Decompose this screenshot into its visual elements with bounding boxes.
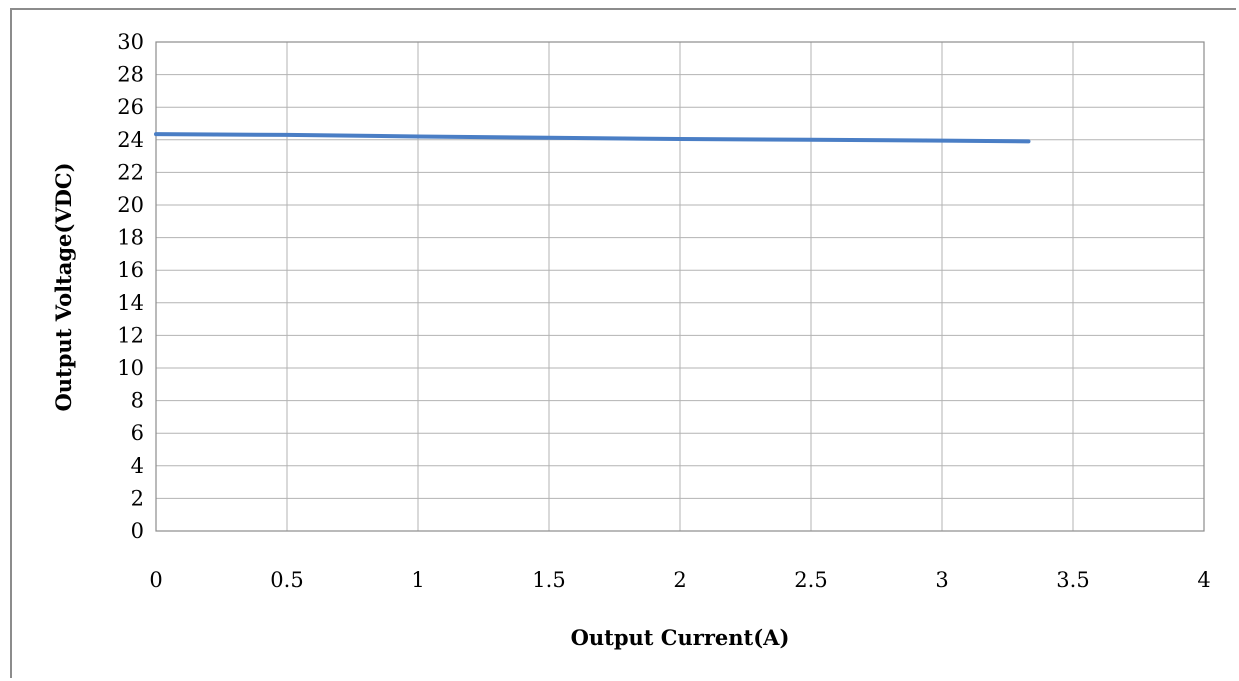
x-tick-label: 1.5 [532,568,565,592]
y-axis-title: Output Voltage(VDC) [51,162,76,411]
x-tick-label: 0 [149,568,162,592]
y-tick-label: 10 [117,356,144,380]
series-layer [154,132,1031,144]
x-axis-ticks: 0 0.5 1 1.5 2 2.5 3 3.5 4 [149,568,1210,592]
x-tick-label: 4 [1197,568,1210,592]
y-tick-label: 24 [117,128,144,152]
x-tick-label: 2.5 [794,568,827,592]
y-tick-label: 20 [117,193,144,217]
x-tick-label: 3 [935,568,948,592]
y-tick-label: 8 [131,389,144,413]
y-tick-label: 2 [131,486,144,510]
y-tick-label: 12 [117,323,144,347]
y-tick-label: 28 [117,63,144,87]
y-tick-label: 4 [131,454,144,478]
y-tick-label: 18 [117,226,144,250]
x-axis-title: Output Current(A) [571,625,790,650]
y-tick-label: 16 [117,258,144,282]
y-tick-label: 6 [131,421,144,445]
chart-frame [10,8,1236,678]
y-tick-label: 14 [117,291,144,315]
y-tick-label: 22 [117,160,144,184]
x-tick-label: 0.5 [270,568,303,592]
series-line [154,132,1031,144]
grid [155,41,1205,532]
x-tick-label: 3.5 [1056,568,1089,592]
y-tick-label: 0 [131,519,144,543]
y-tick-label: 30 [117,30,144,54]
x-tick-label: 1 [411,568,424,592]
plot-area-border [155,41,1205,532]
y-tick-label: 26 [117,95,144,119]
x-tick-label: 2 [673,568,686,592]
